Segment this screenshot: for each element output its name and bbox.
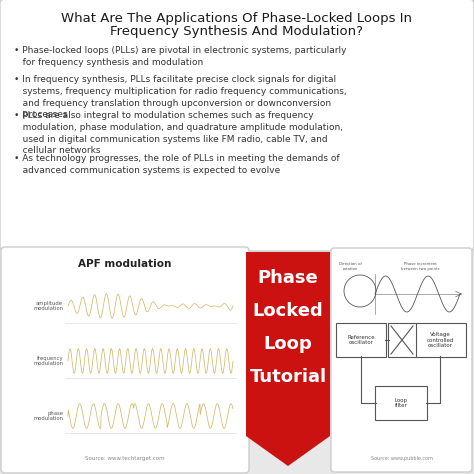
Text: Locked: Locked — [253, 302, 323, 320]
Text: • As technology progresses, the role of PLLs in meeting the demands of
   advanc: • As technology progresses, the role of … — [14, 154, 340, 175]
Text: Source: www.techtarget.com: Source: www.techtarget.com — [85, 456, 165, 461]
Text: Reference
oscillator: Reference oscillator — [347, 335, 375, 346]
Text: • Phase-locked loops (PLLs) are pivotal in electronic systems, particularly
   f: • Phase-locked loops (PLLs) are pivotal … — [14, 46, 346, 67]
FancyBboxPatch shape — [375, 386, 427, 420]
FancyBboxPatch shape — [336, 323, 386, 357]
Text: Loop
filter: Loop filter — [394, 398, 408, 409]
FancyBboxPatch shape — [0, 0, 474, 251]
Text: phase
modulation: phase modulation — [33, 410, 63, 421]
Text: Phase: Phase — [258, 269, 319, 287]
Text: Frequency Synthesis And Modulation?: Frequency Synthesis And Modulation? — [110, 25, 364, 38]
Text: What Are The Applications Of Phase-Locked Loops In: What Are The Applications Of Phase-Locke… — [62, 12, 412, 25]
FancyBboxPatch shape — [331, 248, 472, 472]
Text: • PLLs are also integral to modulation schemes such as frequency
   modulation, : • PLLs are also integral to modulation s… — [14, 111, 343, 155]
Text: Phase increment
between two points: Phase increment between two points — [401, 263, 439, 271]
Text: Voltage
controlled
oscillator: Voltage controlled oscillator — [426, 332, 454, 348]
Polygon shape — [246, 252, 330, 466]
Text: Tutorial: Tutorial — [249, 368, 327, 386]
Text: Loop: Loop — [264, 335, 312, 353]
Text: amplitude
modulation: amplitude modulation — [33, 301, 63, 311]
FancyBboxPatch shape — [1, 247, 249, 473]
Text: Direction of
rotation: Direction of rotation — [338, 263, 362, 271]
FancyBboxPatch shape — [388, 323, 416, 357]
Text: APF modulation: APF modulation — [78, 259, 172, 269]
Text: frequency
modulation: frequency modulation — [33, 356, 63, 366]
FancyBboxPatch shape — [414, 323, 466, 357]
Text: • In frequency synthesis, PLLs facilitate precise clock signals for digital
   s: • In frequency synthesis, PLLs facilitat… — [14, 75, 346, 119]
Text: Source: www.pubble.com: Source: www.pubble.com — [371, 456, 432, 461]
